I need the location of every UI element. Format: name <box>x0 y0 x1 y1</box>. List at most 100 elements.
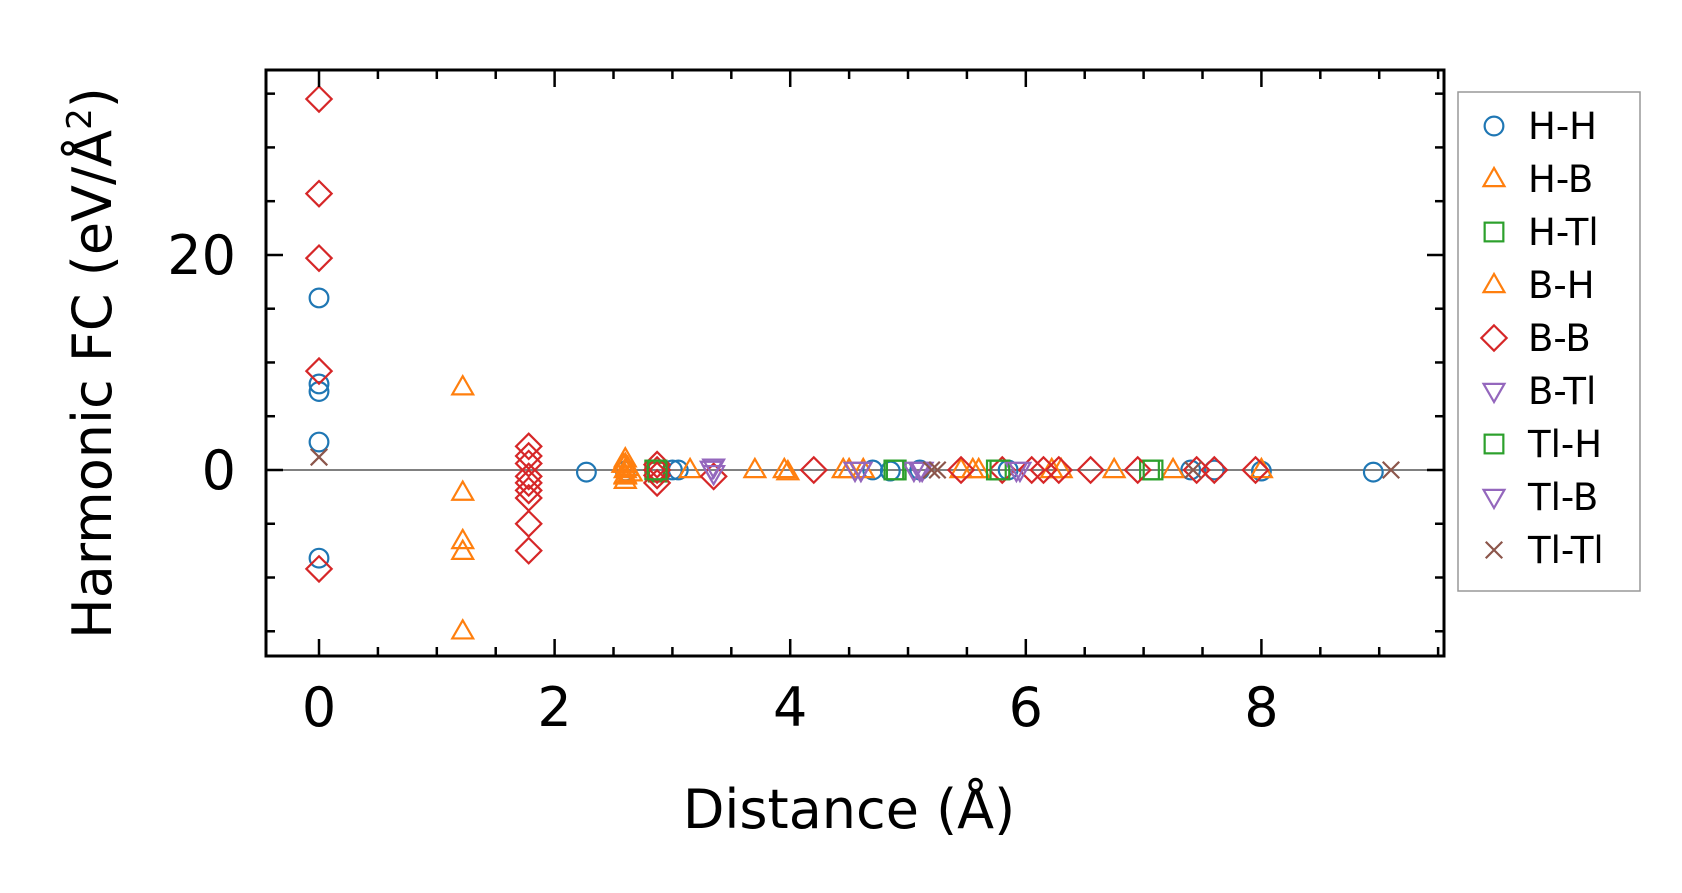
data-point-b-h <box>1039 456 1065 479</box>
data-point-b-b <box>304 243 334 273</box>
legend-marker-b-tl <box>1481 382 1507 405</box>
data-point-b-b <box>1123 455 1152 485</box>
legend-item-tl-tl: Tl-Tl <box>1484 529 1604 572</box>
data-point-b-b <box>799 455 828 485</box>
data-point-b-b <box>304 179 334 208</box>
data-point-b-b <box>514 432 543 461</box>
data-point-tl-b <box>907 461 933 484</box>
data-point-b-b <box>1200 455 1229 485</box>
tick-labels-group: 0 2 4 6 8 0 20 <box>167 224 1278 739</box>
legend-item-b-b: B-B <box>1479 317 1591 360</box>
series-b-b-points <box>304 84 1270 584</box>
x-tick-label: 0 <box>302 676 336 739</box>
data-point-b-b <box>514 509 543 538</box>
y-axis-label: Harmonic FC (eV/Å2) <box>60 87 124 639</box>
data-point-tl-b <box>848 461 874 484</box>
data-point-b-b <box>699 462 728 491</box>
data-point-h-b <box>771 456 797 479</box>
series-h-h-points <box>308 287 1384 569</box>
y-tick-label: 0 <box>202 439 236 502</box>
y-tick-label: 20 <box>167 224 236 287</box>
legend-item-b-tl: B-Tl <box>1481 370 1596 413</box>
data-point-h-b <box>450 479 476 501</box>
legend-label: B-Tl <box>1528 370 1596 413</box>
data-point-b-b <box>1241 455 1270 485</box>
data-point-tl-h <box>989 459 1011 481</box>
data-point-b-b <box>514 468 543 498</box>
data-point-tl-b <box>1007 461 1033 484</box>
data-point-h-b <box>612 467 638 489</box>
legend-item-tl-h: Tl-H <box>1483 423 1602 466</box>
plot-area-frame <box>264 68 1446 658</box>
data-point-tl-tl <box>1184 460 1203 480</box>
x-tick-label: 6 <box>1009 676 1043 739</box>
legend-label: Tl-Tl <box>1527 529 1604 572</box>
legend-marker-b-h <box>1481 271 1507 294</box>
legend-frame <box>1457 91 1641 592</box>
y-axis-label-tail: ) <box>61 87 124 108</box>
legend-label: B-H <box>1528 264 1595 307</box>
legend-marker-tl-b <box>1481 488 1507 511</box>
legend-marker-b-b <box>1479 323 1509 353</box>
legend-item-h-b: H-B <box>1481 158 1593 201</box>
data-point-b-b <box>946 455 976 485</box>
data-point-tl-h <box>1142 459 1164 481</box>
legend-marker-h-tl <box>1483 221 1505 243</box>
legend-marker-tl-h <box>1483 433 1505 455</box>
legend-item-b-h: B-H <box>1481 264 1595 307</box>
data-point-h-b <box>677 456 703 479</box>
legend: H-H H-B H-Tl B-H B-B B-Tl Tl-H Tl-B Tl-Tl <box>1457 91 1641 592</box>
legend-label: H-Tl <box>1528 211 1599 254</box>
data-point-b-b <box>304 84 334 114</box>
data-point-h-h <box>308 373 330 395</box>
x-tick-label: 2 <box>537 676 571 739</box>
data-point-h-h <box>1203 459 1225 481</box>
data-point-b-b <box>514 536 543 565</box>
axis-ticks-group <box>266 70 1444 656</box>
legend-label: B-B <box>1528 317 1591 360</box>
series-tl-b-points <box>698 460 1033 484</box>
data-point-tl-tl <box>922 460 941 480</box>
series-tl-h-points <box>646 459 1164 481</box>
data-point-h-b <box>450 373 476 396</box>
data-point-h-h <box>308 431 330 453</box>
x-tick-label: 8 <box>1244 676 1278 739</box>
data-point-tl-tl <box>309 448 329 467</box>
x-tick-label: 4 <box>773 676 807 739</box>
y-axis-label-superscript: 2 <box>60 108 100 130</box>
data-points-group <box>304 84 1401 640</box>
legend-label: Tl-H <box>1527 423 1602 466</box>
legend-marker-tl-tl <box>1484 540 1504 560</box>
data-point-b-b <box>304 356 334 386</box>
data-point-b-b <box>514 476 543 505</box>
legend-marker-h-b <box>1481 165 1507 188</box>
data-point-h-b <box>1101 456 1127 479</box>
data-point-h-b <box>450 527 476 550</box>
data-point-tl-h <box>646 459 668 481</box>
series-h-b-points <box>450 373 1274 640</box>
data-point-b-h <box>610 451 636 473</box>
data-point-b-b <box>514 441 543 471</box>
legend-label: H-B <box>1528 158 1593 201</box>
data-point-b-b <box>514 449 543 478</box>
data-point-b-b <box>1076 455 1105 485</box>
data-point-b-h <box>612 463 638 485</box>
legend-marker-h-h <box>1483 115 1505 137</box>
data-point-h-h <box>1180 459 1202 481</box>
legend-item-tl-b: Tl-B <box>1481 476 1598 519</box>
data-point-b-b <box>1017 455 1046 485</box>
data-point-h-b <box>450 538 476 560</box>
legend-label: Tl-B <box>1527 476 1598 519</box>
y-axis-label-main: Harmonic FC (eV/Å <box>60 130 124 639</box>
data-point-b-b <box>1044 455 1073 485</box>
legend-item-h-h: H-H <box>1483 105 1597 148</box>
data-point-tl-tl <box>928 460 947 480</box>
data-point-b-b <box>514 462 543 491</box>
data-point-b-h <box>775 458 801 481</box>
data-point-h-h <box>575 461 597 483</box>
series-tl-tl-points <box>309 448 1401 480</box>
data-point-h-b <box>742 456 768 479</box>
data-point-h-h <box>1362 461 1384 483</box>
data-point-h-b <box>948 456 974 479</box>
data-point-tl-tl <box>1381 460 1401 480</box>
